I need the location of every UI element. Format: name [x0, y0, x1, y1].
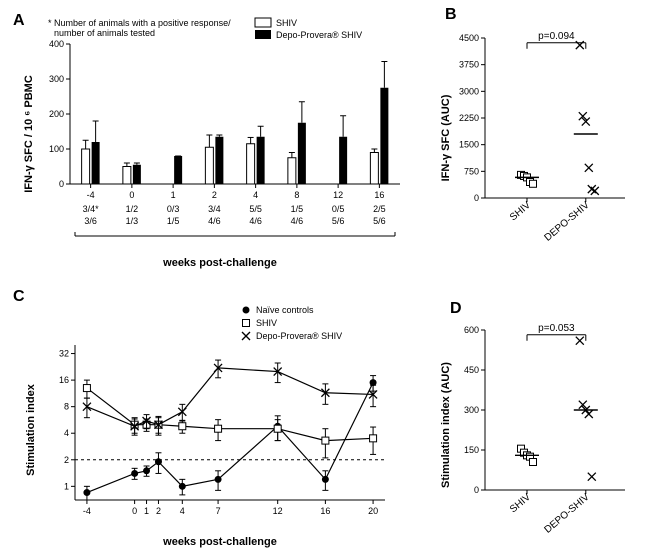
chart-a-ylabel: IFN-γ SFC / 10 ⁶ PBMC	[23, 75, 35, 193]
svg-text:300: 300	[464, 405, 479, 415]
svg-text:32: 32	[59, 349, 69, 359]
svg-text:1/2: 1/2	[126, 204, 139, 214]
svg-text:0/5: 0/5	[332, 204, 345, 214]
svg-text:SHIV: SHIV	[508, 492, 533, 516]
legend-shiv-c: SHIV	[256, 318, 277, 328]
svg-text:450: 450	[464, 365, 479, 375]
chart-c: Naïve controls SHIV Depo-Provera® SHIV S…	[20, 300, 420, 555]
svg-text:5/5: 5/5	[249, 204, 262, 214]
svg-text:2: 2	[64, 455, 69, 465]
chart-a: * Number of animals with a positive resp…	[20, 14, 430, 274]
svg-text:4/6: 4/6	[291, 216, 304, 226]
svg-text:12: 12	[333, 190, 343, 200]
svg-text:400: 400	[49, 39, 64, 49]
svg-text:3000: 3000	[459, 86, 479, 96]
svg-text:3/6: 3/6	[84, 216, 97, 226]
svg-text:16: 16	[374, 190, 384, 200]
svg-text:2: 2	[212, 190, 217, 200]
svg-text:4500: 4500	[459, 33, 479, 43]
svg-text:12: 12	[273, 506, 283, 516]
svg-text:3750: 3750	[459, 60, 479, 70]
svg-text:600: 600	[464, 325, 479, 335]
svg-text:1/5: 1/5	[167, 216, 180, 226]
svg-text:750: 750	[464, 166, 479, 176]
svg-text:0: 0	[132, 506, 137, 516]
svg-text:p=0.053: p=0.053	[538, 323, 575, 334]
svg-text:1: 1	[64, 481, 69, 491]
svg-text:8: 8	[294, 190, 299, 200]
svg-text:5/6: 5/6	[332, 216, 345, 226]
svg-text:150: 150	[464, 445, 479, 455]
chart-a-xlabel: weeks post-challenge	[162, 257, 277, 269]
svg-text:1/5: 1/5	[291, 204, 304, 214]
svg-text:DEPO-SHIV: DEPO-SHIV	[543, 200, 592, 244]
svg-text:20: 20	[368, 506, 378, 516]
svg-text:7: 7	[216, 506, 221, 516]
chart-d: Stimulation index (AUC) 0 150 300 450 600 SHI…	[435, 315, 650, 555]
svg-text:3/4*: 3/4*	[83, 204, 100, 214]
legend-depo: Depo-Provera® SHIV	[276, 30, 362, 40]
svg-text:-4: -4	[87, 190, 95, 200]
svg-text:5/6: 5/6	[373, 216, 386, 226]
svg-text:2/5: 2/5	[373, 204, 386, 214]
legend-depo-c: Depo-Provera® SHIV	[256, 331, 342, 341]
svg-text:1: 1	[171, 190, 176, 200]
svg-text:4: 4	[64, 428, 69, 438]
svg-text:p=0.094: p=0.094	[538, 31, 575, 42]
svg-text:16: 16	[320, 506, 330, 516]
chart-a-footnote: * Number of animals with a positive resp…	[48, 18, 233, 38]
chart-c-ylabel: Stimulation index	[25, 383, 37, 476]
svg-text:0: 0	[129, 190, 134, 200]
svg-text:1: 1	[144, 506, 149, 516]
chart-b: IFN-γ SFC (AUC) 0 750 1500 2250 3000 3750 4500…	[435, 18, 650, 258]
svg-text:4: 4	[253, 190, 258, 200]
svg-text:8: 8	[64, 402, 69, 412]
chart-c-legend: Naïve controls SHIV Depo-Provera® SHIV	[242, 305, 342, 341]
svg-text:2: 2	[156, 506, 161, 516]
svg-text:0/3: 0/3	[167, 204, 180, 214]
svg-text:100: 100	[49, 144, 64, 154]
svg-text:4/6: 4/6	[249, 216, 262, 226]
legend-naive: Naïve controls	[256, 305, 314, 315]
svg-text:0: 0	[59, 179, 64, 189]
svg-text:0: 0	[474, 193, 479, 203]
chart-d-ylabel: Stimulation index (AUC)	[440, 362, 452, 488]
chart-a-legend: SHIV Depo-Provera® SHIV	[255, 18, 362, 40]
legend-shiv: SHIV	[276, 18, 297, 28]
svg-text:4/6: 4/6	[208, 216, 221, 226]
chart-b-ylabel: IFN-γ SFC (AUC)	[440, 94, 452, 181]
svg-text:16: 16	[59, 375, 69, 385]
svg-text:300: 300	[49, 74, 64, 84]
svg-text:-4: -4	[83, 506, 91, 516]
svg-text:3/4: 3/4	[208, 204, 221, 214]
svg-text:1500: 1500	[459, 140, 479, 150]
svg-text:SHIV: SHIV	[508, 200, 533, 224]
svg-text:1/3: 1/3	[126, 216, 139, 226]
svg-text:4: 4	[180, 506, 185, 516]
svg-text:200: 200	[49, 109, 64, 119]
svg-text:0: 0	[474, 485, 479, 495]
chart-c-xlabel: weeks post-challenge	[162, 536, 277, 548]
svg-text:2250: 2250	[459, 113, 479, 123]
svg-text:DEPO-SHIV: DEPO-SHIV	[543, 492, 592, 536]
